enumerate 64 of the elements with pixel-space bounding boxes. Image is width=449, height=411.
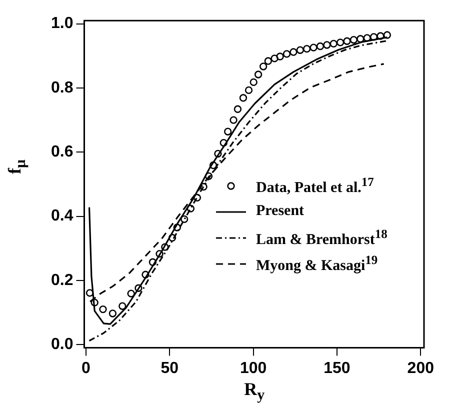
point — [323, 41, 331, 49]
point — [330, 40, 338, 48]
point — [370, 33, 378, 41]
point — [168, 234, 176, 242]
point — [270, 54, 278, 62]
point — [316, 42, 324, 50]
point — [302, 44, 311, 53]
x-axis-title: R$_{y}$ — [244, 379, 265, 405]
point — [336, 38, 344, 46]
x-tick-label: 50 — [160, 360, 179, 377]
y-tick-label: 1.0 — [50, 15, 74, 32]
point — [193, 194, 202, 202]
point — [108, 310, 117, 318]
point — [214, 150, 222, 158]
point — [239, 94, 248, 102]
x-tick-label: 200 — [407, 360, 434, 377]
x-tick-label: 0 — [81, 360, 90, 377]
point — [161, 243, 169, 251]
point — [200, 182, 208, 191]
point — [343, 37, 351, 45]
point — [127, 290, 135, 298]
point — [173, 224, 181, 232]
point — [234, 105, 242, 113]
x-tick-label: 150 — [324, 360, 350, 377]
point — [99, 305, 107, 314]
point — [156, 250, 164, 258]
point — [220, 138, 228, 147]
point — [310, 44, 318, 52]
y-tick-label: 0.8 — [50, 79, 74, 96]
point — [296, 46, 304, 54]
point — [186, 204, 195, 212]
y-tick-label: 0.2 — [50, 272, 74, 289]
point — [180, 215, 188, 224]
y-tick-label: 0.4 — [50, 208, 74, 225]
point — [90, 298, 98, 306]
point — [363, 34, 371, 42]
point — [276, 52, 284, 60]
point — [209, 161, 218, 170]
y-tick-label: 0.0 — [50, 336, 74, 353]
point — [204, 172, 213, 180]
point — [259, 62, 268, 70]
point — [356, 35, 364, 43]
point — [230, 116, 238, 124]
point — [254, 70, 262, 78]
point — [86, 289, 94, 297]
point — [134, 284, 142, 292]
y-tick-label: 0.6 — [50, 144, 74, 161]
point — [142, 270, 150, 279]
point — [376, 32, 384, 40]
point — [148, 258, 157, 266]
point — [264, 57, 272, 65]
point — [350, 36, 358, 44]
point — [250, 78, 258, 86]
legend-label: Myong & Kasagi$^{19}$ — [256, 252, 378, 275]
x-tick-label: 100 — [240, 360, 267, 377]
legend-label: Data, Patel et al.$^{17}$ — [256, 174, 374, 197]
point — [118, 302, 126, 310]
point — [224, 128, 232, 136]
point — [290, 48, 298, 56]
point — [383, 31, 392, 39]
legend-label: Lam & Bremhorst$^{18}$ — [256, 226, 388, 249]
point — [244, 86, 253, 94]
point — [282, 50, 291, 58]
legend-label: Present — [256, 203, 304, 220]
